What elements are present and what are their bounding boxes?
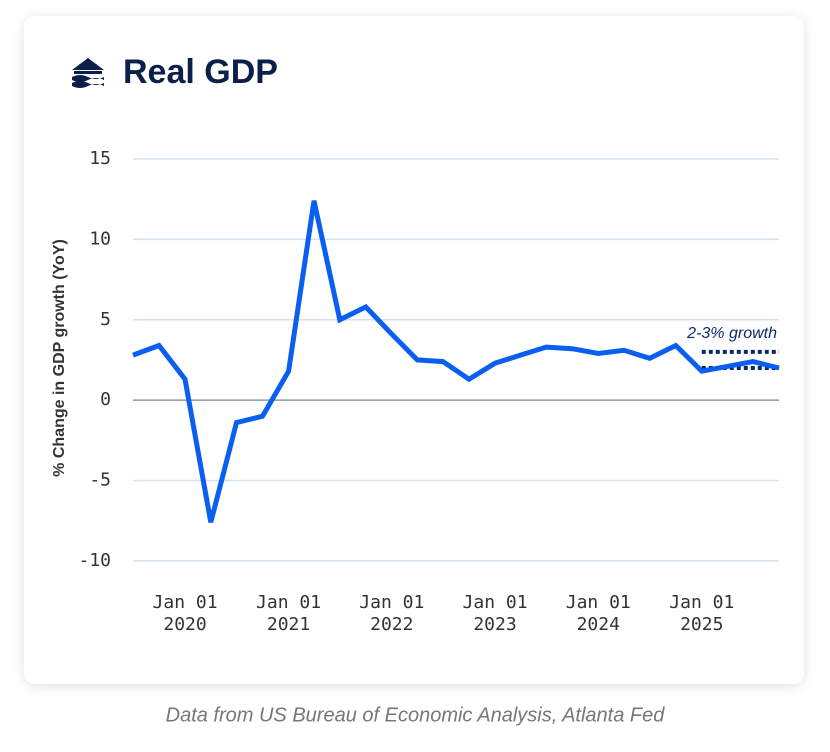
logo-icon <box>72 58 104 88</box>
y-tick-label: 10 <box>89 228 111 249</box>
x-tick-label: 2021 <box>267 614 310 635</box>
x-tick-label: 2022 <box>370 614 413 635</box>
x-tick-label: 2023 <box>473 614 516 635</box>
y-tick-label: 0 <box>100 389 111 410</box>
x-tick-label: Jan 01 <box>669 592 734 613</box>
y-tick-label: 5 <box>100 309 111 330</box>
y-tick-label: -10 <box>78 550 111 571</box>
x-tick-label: Jan 01 <box>153 592 218 613</box>
y-tick-label: -5 <box>89 470 111 491</box>
x-tick-label: 2024 <box>577 614 620 635</box>
x-tick-label: Jan 01 <box>463 592 528 613</box>
x-tick-label: 2025 <box>680 614 723 635</box>
chart-title: Real GDP <box>123 53 278 91</box>
x-tick-label: Jan 01 <box>359 592 424 613</box>
x-tick-label: Jan 01 <box>566 592 631 613</box>
target-label: 2-3% growth <box>686 325 777 342</box>
source-note: Data from US Bureau of Economic Analysis… <box>166 704 666 726</box>
gdp-line <box>132 200 780 523</box>
x-tick-label: Jan 01 <box>256 592 321 613</box>
y-axis-label: % Change in GDP growth (YoY) <box>51 239 68 477</box>
x-tick-label: 2020 <box>163 614 206 635</box>
y-tick-label: 15 <box>89 148 111 169</box>
